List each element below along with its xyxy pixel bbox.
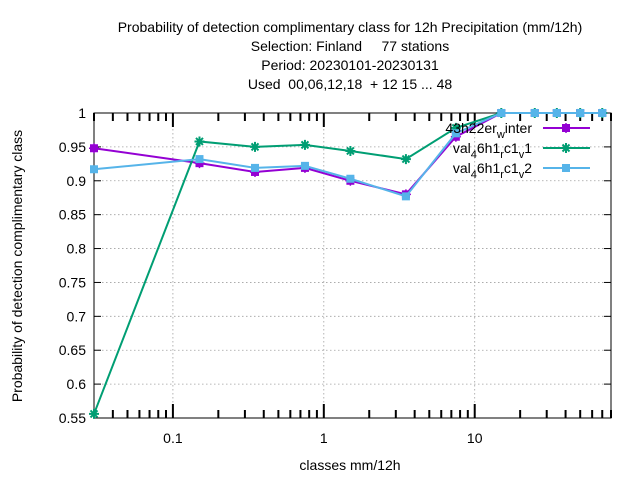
grid (94, 112, 611, 419)
y-tick-label: 0.85 (59, 207, 86, 223)
marker-square (300, 161, 309, 170)
data-point-v2 (90, 165, 98, 174)
marker-square (562, 164, 570, 172)
legend-text: er (484, 120, 497, 136)
legend-text: 2 (524, 160, 532, 176)
data-point-v1 (400, 154, 411, 165)
y-tick-label: 0.95 (59, 139, 86, 155)
legend-label: val46h1rc1v1 (453, 140, 532, 161)
legend-swatch-marker (561, 123, 571, 133)
marker-square (90, 165, 98, 174)
marker-square (346, 174, 355, 183)
marker-square (552, 109, 561, 117)
marker-square (530, 109, 539, 117)
marker-dot (302, 142, 308, 148)
legend-text: 43h22 (445, 120, 484, 136)
series-layer (89, 108, 608, 419)
marker-square (497, 109, 506, 117)
legend-text: c1 (504, 160, 519, 176)
legend-text: 6h1 (477, 140, 501, 156)
data-point-v2 (552, 109, 561, 117)
title-line-2: Selection: Finland 77 stations (251, 38, 449, 54)
title-line-4: Used 00,06,12,18 + 12 15 ... 48 (248, 76, 453, 92)
y-tick-label: 0.9 (67, 173, 87, 189)
data-point-v1 (299, 139, 310, 150)
marker-square (251, 163, 260, 172)
legend-label: val46h1rc1v2 (453, 160, 532, 181)
legend-swatch-marker (561, 143, 571, 153)
legend-swatch-marker (562, 164, 570, 172)
data-point-v2 (576, 109, 585, 117)
marker-square (451, 129, 460, 138)
marker-square (576, 109, 585, 117)
x-tick-label: 1 (320, 430, 328, 446)
data-point-v1 (89, 408, 99, 419)
y-tick-label: 0.65 (59, 342, 86, 358)
data-point-v2 (497, 109, 506, 117)
data-point-v2 (598, 109, 607, 117)
marker-dot (347, 148, 353, 154)
legend-text: 1 (524, 140, 532, 156)
data-point-v1 (250, 141, 261, 152)
plot-frame (93, 112, 612, 419)
x-axis-label: classes mm/12h (299, 457, 400, 473)
data-point-winter (89, 143, 99, 154)
y-tick-label: 0.75 (59, 274, 86, 290)
marker-plus (89, 143, 99, 154)
data-point-v2 (251, 163, 260, 172)
data-point-v2 (346, 174, 355, 183)
x-tick-label: 0.1 (163, 430, 183, 446)
legend-subscript: r (500, 169, 504, 181)
title-line-3: Period: 20230101-20230131 (261, 57, 439, 73)
data-point-v2 (451, 129, 460, 138)
marker-dot (252, 144, 258, 150)
data-point-v2 (401, 192, 410, 201)
x-tick-label: 10 (467, 430, 483, 446)
y-tick-label: 0.6 (67, 376, 87, 392)
legend-subscript: w (496, 129, 505, 141)
legend-subscript: v (519, 149, 525, 161)
marker-square (401, 192, 410, 201)
data-point-v1 (194, 136, 205, 147)
marker-dot (91, 411, 97, 417)
legend-subscript: r (500, 149, 504, 161)
data-point-v1 (345, 145, 356, 156)
y-tick-label: 0.7 (67, 308, 87, 324)
marker-square (195, 155, 204, 164)
title-line-1: Probability of detection complimentary c… (118, 19, 583, 35)
axes: 0.55 0.6 0.65 0.7 0.75 0.8 0.85 0.9 0.95 1 0.1 1 10 (59, 105, 612, 446)
marker-dot (563, 145, 569, 151)
legend-subscript: 4 (471, 149, 477, 161)
legend-text: 6h1 (477, 160, 501, 176)
series-v2 (90, 109, 607, 201)
y-axis-label: Probability of detection complimentary c… (9, 130, 25, 402)
marker-dot (196, 138, 202, 144)
marker-dot (403, 156, 409, 162)
y-tick-label: 0.55 (59, 410, 86, 426)
data-point-v2 (300, 161, 309, 170)
marker-square (598, 109, 607, 117)
chart-title: Probability of detection complimentary c… (118, 19, 583, 92)
legend-label: 43h22erwinter (445, 120, 532, 141)
y-tick-label: 0.8 (67, 241, 87, 257)
data-point-v2 (195, 155, 204, 164)
legend-subscript: v (519, 169, 525, 181)
data-point-v2 (530, 109, 539, 117)
y-tick-label: 1 (78, 105, 86, 121)
marker-dot (453, 125, 459, 131)
legend-text: val (453, 160, 471, 176)
legend-text: val (453, 140, 471, 156)
data-point-v1 (450, 122, 461, 133)
legend-text: c1 (504, 140, 519, 156)
legend-text: inter (505, 120, 533, 136)
legend-subscript: 4 (471, 169, 477, 181)
marker-plus (561, 123, 571, 133)
